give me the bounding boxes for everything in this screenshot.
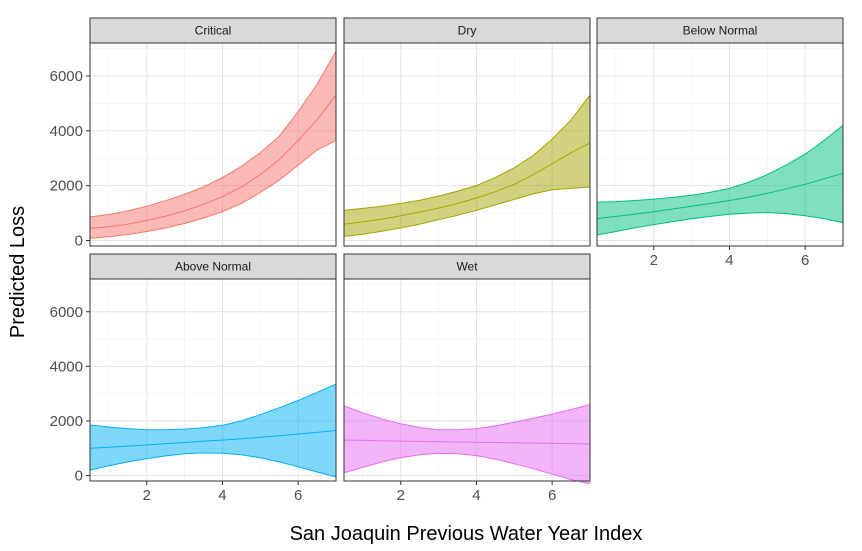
fit-line <box>89 430 337 449</box>
x-tick-label: 6 <box>294 487 302 504</box>
x-tick-label: 2 <box>650 252 658 269</box>
strip-label: Critical <box>195 24 232 38</box>
confidence-band <box>90 384 336 477</box>
x-tick-label: 2 <box>143 487 151 504</box>
strip-background <box>89 253 337 280</box>
confidence-band <box>344 95 590 237</box>
band-lower-edge <box>596 211 844 236</box>
panel-critical: Critical 0 2000 4000 6000 <box>50 17 337 250</box>
strip-background <box>596 17 844 44</box>
y-tick-label: 4000 <box>50 358 83 375</box>
y-tick-label: 2000 <box>50 413 83 430</box>
panel-below-normal: Below Normal 2 4 6 <box>596 17 844 269</box>
fit-line <box>343 439 591 445</box>
x-axis-title: San Joaquin Previous Water Year Index <box>290 523 643 545</box>
strip-background <box>343 17 591 44</box>
y-tick-label: 0 <box>75 468 83 485</box>
band-upper-edge <box>596 124 844 203</box>
band-upper-edge <box>343 94 591 211</box>
fit-line <box>89 94 337 229</box>
band-lower-edge <box>343 452 591 485</box>
strip-label: Below Normal <box>683 24 758 38</box>
y-tick-label: 2000 <box>50 178 83 195</box>
strip-background <box>343 253 591 280</box>
confidence-band <box>344 404 590 484</box>
y-tick-label: 6000 <box>50 304 83 321</box>
panel-dry: Dry <box>343 17 591 247</box>
band-upper-edge <box>343 404 591 431</box>
fit-line <box>343 142 591 225</box>
band-lower-edge <box>343 186 591 237</box>
band-lower-edge <box>89 452 337 478</box>
fit-line <box>596 172 844 220</box>
strip-label: Dry <box>458 24 477 38</box>
strip-label: Wet <box>456 260 478 274</box>
x-tick-label: 2 <box>397 487 405 504</box>
x-tick-label: 6 <box>801 252 809 269</box>
strip-background <box>89 17 337 44</box>
panel-above-normal: Above Normal 0 2000 4000 6000 2 4 6 <box>50 253 337 504</box>
x-tick-label: 4 <box>725 252 733 269</box>
x-tick-label: 4 <box>218 487 226 504</box>
x-tick-label: 6 <box>548 487 556 504</box>
panel-wet: Wet 2 4 6 <box>343 253 591 504</box>
band-upper-edge <box>89 383 337 431</box>
band-lower-edge <box>89 139 337 239</box>
y-tick-label: 6000 <box>50 68 83 85</box>
confidence-band <box>597 125 843 235</box>
y-axis-title: Predicted Loss <box>7 206 29 338</box>
y-tick-label: 0 <box>75 233 83 250</box>
band-upper-edge <box>89 50 337 218</box>
strip-label: Above Normal <box>175 260 251 274</box>
y-tick-label: 4000 <box>50 123 83 140</box>
x-tick-label: 4 <box>472 487 480 504</box>
